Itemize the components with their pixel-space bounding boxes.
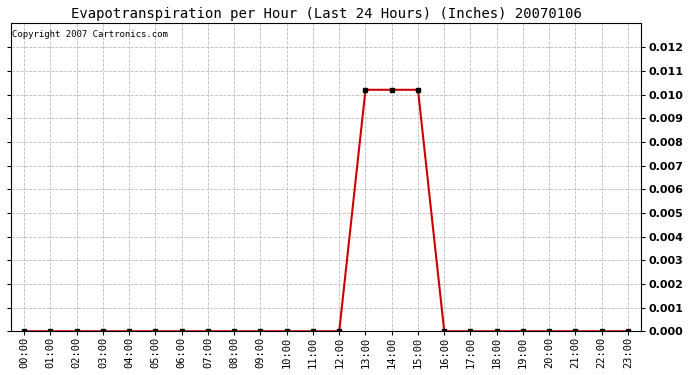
Text: Copyright 2007 Cartronics.com: Copyright 2007 Cartronics.com (12, 30, 168, 39)
Title: Evapotranspiration per Hour (Last 24 Hours) (Inches) 20070106: Evapotranspiration per Hour (Last 24 Hou… (70, 7, 582, 21)
